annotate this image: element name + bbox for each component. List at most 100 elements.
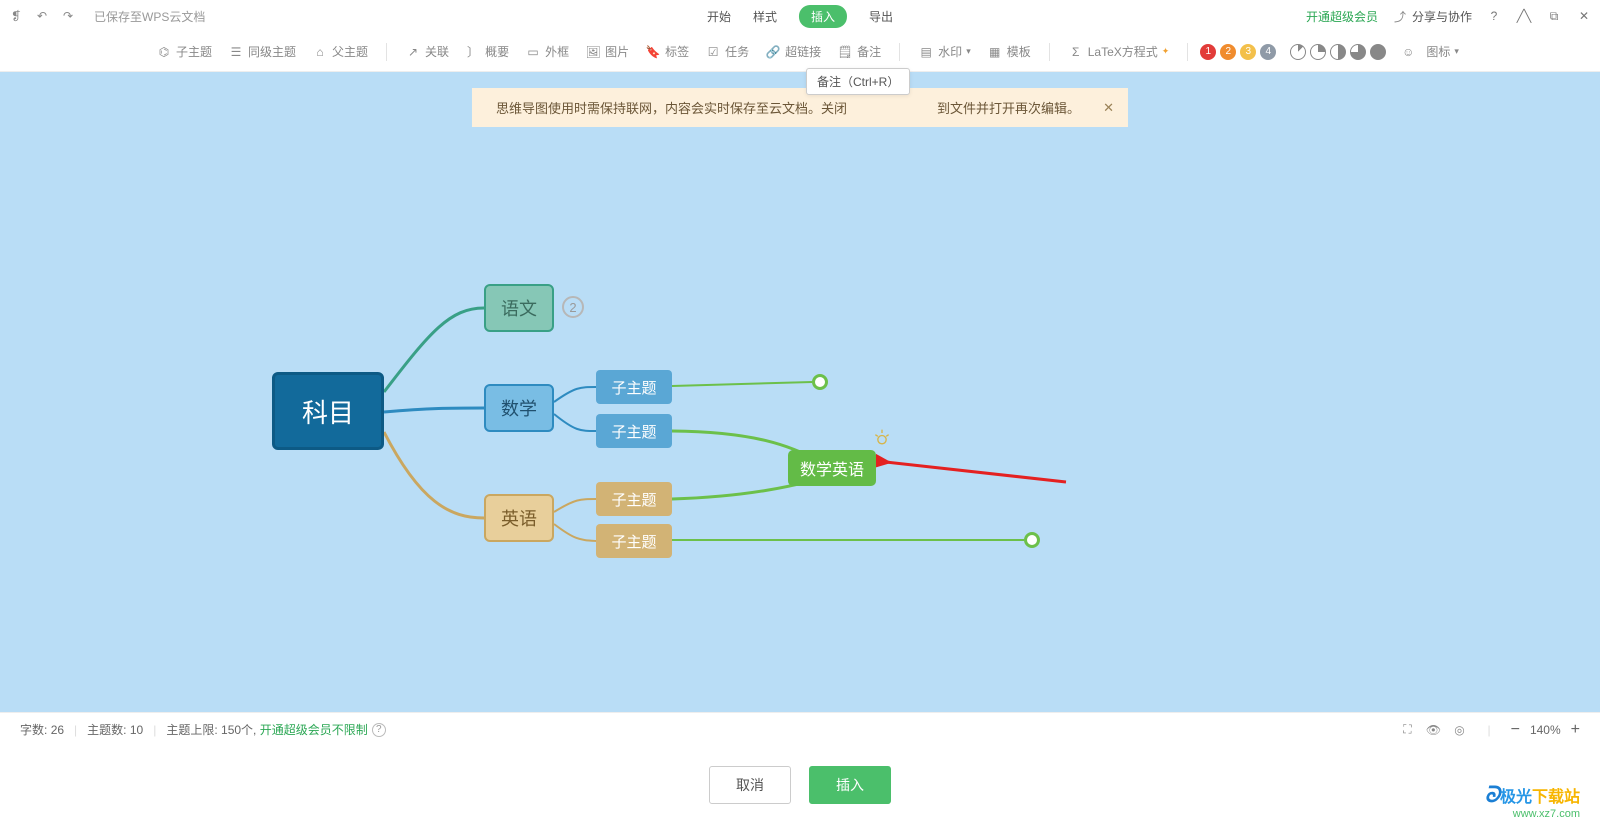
undo-icon[interactable]: ↶ — [34, 8, 50, 24]
mindmap-edges — [0, 72, 1600, 712]
chevron-down-icon: ▾ — [966, 46, 971, 57]
vip-unlimited-link[interactable]: 开通超级会员不限制 — [260, 721, 368, 738]
tool-template[interactable]: ▦模板 — [981, 39, 1037, 64]
node-root[interactable]: 科目 — [272, 372, 384, 450]
priority-badge-2[interactable]: 2 — [1220, 44, 1236, 60]
format-paint-icon[interactable]: ❡ — [8, 8, 24, 24]
share-button[interactable]: ⤴ 分享与协作 — [1392, 8, 1472, 25]
separator — [899, 43, 900, 61]
restore-icon[interactable]: ⧉ — [1546, 9, 1562, 24]
tool-label: 超链接 — [785, 43, 821, 60]
image-icon: 🖼 — [585, 44, 601, 60]
tag-icon: 🔖 — [645, 44, 661, 60]
separator — [1187, 43, 1188, 61]
tab-start[interactable]: 开始 — [707, 8, 731, 25]
redo-icon[interactable]: ↷ — [60, 8, 76, 24]
tool-label: 父主题 — [332, 43, 368, 60]
topic-count: 10 — [130, 723, 143, 737]
callout-node[interactable]: 数学英语 — [788, 450, 876, 486]
minimize-icon[interactable]: ╱╲ — [1516, 9, 1532, 23]
priority-badge-4[interactable]: 4 — [1260, 44, 1276, 60]
zoom-in-button[interactable]: + — [1571, 721, 1580, 739]
connector-handle-2[interactable] — [1024, 532, 1040, 548]
tool-link[interactable]: 🔗超链接 — [759, 39, 827, 64]
progress-pie-1[interactable] — [1290, 44, 1306, 60]
note-icon: 🗒 — [837, 44, 853, 60]
node-yingyu-child-2[interactable]: 子主题 — [596, 524, 672, 558]
target-icon[interactable]: ◎ — [1451, 722, 1467, 738]
help-icon[interactable]: ? — [1486, 9, 1502, 23]
vip-link[interactable]: 开通超级会员 — [1306, 8, 1378, 25]
vip-badge-icon: ✦ — [1162, 46, 1170, 57]
priority-badge-3[interactable]: 3 — [1240, 44, 1256, 60]
priority-badge-1[interactable]: 1 — [1200, 44, 1216, 60]
tool-child-topic[interactable]: ⌬子主题 — [150, 39, 218, 64]
tool-label: 关联 — [425, 43, 449, 60]
zoom-out-button[interactable]: − — [1511, 721, 1520, 739]
connector-handle-1[interactable] — [812, 374, 828, 390]
help-small-icon[interactable]: ? — [372, 723, 386, 737]
task-icon: ☑ — [705, 44, 721, 60]
zoom-level: 140% — [1530, 723, 1561, 737]
watermark-icon: ▤ — [918, 44, 934, 60]
tab-style[interactable]: 样式 — [753, 8, 777, 25]
tab-insert[interactable]: 插入 — [799, 5, 847, 28]
progress-pie-3[interactable] — [1330, 44, 1346, 60]
node-yuwen-badge[interactable]: 2 — [562, 296, 584, 318]
word-count-label: 字数: — [20, 721, 47, 738]
tool-label: 水印 — [938, 43, 962, 60]
tool-tag[interactable]: 🔖标签 — [639, 39, 695, 64]
node-shuxue-child-2[interactable]: 子主题 — [596, 414, 672, 448]
word-count: 26 — [51, 723, 64, 737]
eye-icon[interactable]: 👁 — [1425, 722, 1441, 738]
progress-pie-5[interactable] — [1370, 44, 1386, 60]
node-shuxue-child-1[interactable]: 子主题 — [596, 370, 672, 404]
outline-icon: ▭ — [525, 44, 541, 60]
node-shuxue[interactable]: 数学 — [484, 384, 554, 432]
template-icon: ▦ — [987, 44, 1003, 60]
insert-button[interactable]: 插入 — [809, 766, 891, 804]
close-icon[interactable]: ✕ — [1576, 9, 1592, 23]
child-topic-icon: ⌬ — [156, 44, 172, 60]
logo-swoosh-icon: ᘐ — [1484, 782, 1500, 807]
tool-label: 备注 — [857, 43, 881, 60]
tool-label: 模板 — [1007, 43, 1031, 60]
tool-outline[interactable]: ▭外框 — [519, 39, 575, 64]
tool-relation[interactable]: ↗关联 — [399, 39, 455, 64]
save-status: 已保存至WPS云文档 — [94, 8, 205, 25]
mindmap-canvas[interactable]: 思维导图使用时需保持联网，内容会实时保存至云文档。关闭 到文件并打开再次编辑。 … — [0, 72, 1600, 712]
brand-text-2: 下载站 — [1532, 789, 1580, 806]
tool-label: 标签 — [665, 43, 689, 60]
tool-latex[interactable]: ΣLaTeX方程式✦ — [1062, 39, 1176, 64]
relation-icon: ↗ — [405, 44, 421, 60]
tool-summary[interactable]: 〕概要 — [459, 39, 515, 64]
tool-label: 子主题 — [176, 43, 212, 60]
emoji-icon[interactable]: ☺ — [1400, 44, 1416, 60]
cancel-button[interactable]: 取消 — [709, 766, 791, 804]
tool-label: 外框 — [545, 43, 569, 60]
tool-sibling-topic[interactable]: ☰同级主题 — [222, 39, 302, 64]
tool-parent-topic[interactable]: ⌂父主题 — [306, 39, 374, 64]
parent-topic-icon: ⌂ — [312, 44, 328, 60]
progress-pie-4[interactable] — [1350, 44, 1366, 60]
summary-icon: 〕 — [465, 44, 481, 60]
tool-icons[interactable]: 图标▾ — [1420, 39, 1465, 64]
progress-pie-2[interactable] — [1310, 44, 1326, 60]
tool-label: LaTeX方程式 — [1088, 43, 1158, 60]
fit-view-icon[interactable]: ⛶ — [1399, 722, 1415, 738]
title-bar: ❡ ↶ ↷ 已保存至WPS云文档 开始 样式 插入 导出 开通超级会员 ⤴ 分享… — [0, 0, 1600, 32]
tool-image[interactable]: 🖼图片 — [579, 39, 635, 64]
node-yuwen[interactable]: 语文 — [484, 284, 554, 332]
share-label: 分享与协作 — [1412, 8, 1472, 25]
node-yingyu[interactable]: 英语 — [484, 494, 554, 542]
separator — [386, 43, 387, 61]
tool-watermark[interactable]: ▤水印 ▾ — [912, 39, 977, 64]
tool-note[interactable]: 🗒备注 — [831, 39, 887, 64]
tool-task[interactable]: ☑任务 — [699, 39, 755, 64]
node-yingyu-child-1[interactable]: 子主题 — [596, 482, 672, 516]
insert-toolbar: ⌬子主题 ☰同级主题 ⌂父主题 ↗关联 〕概要 ▭外框 🖼图片 🔖标签 ☑任务 … — [0, 32, 1600, 72]
tool-label: 同级主题 — [248, 43, 296, 60]
topic-count-label: 主题数: — [87, 721, 126, 738]
tool-label: 图片 — [605, 43, 629, 60]
tab-export[interactable]: 导出 — [869, 8, 893, 25]
